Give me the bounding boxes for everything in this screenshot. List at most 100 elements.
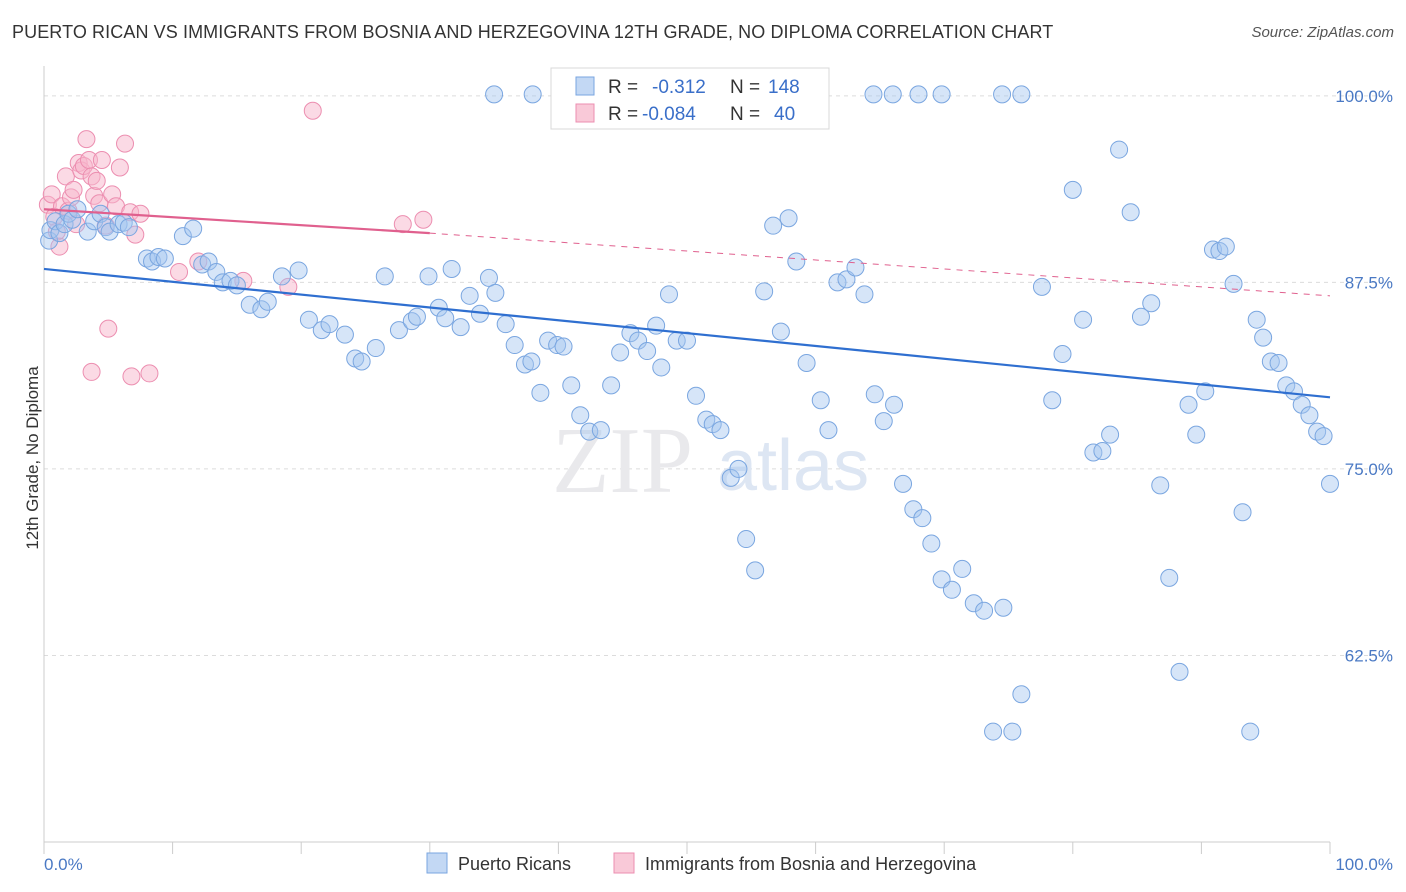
puerto-rican-point [78, 222, 97, 241]
puerto-rican-point [199, 252, 218, 271]
watermark-zip: ZIP [552, 409, 693, 513]
puerto-rican-point [227, 276, 246, 295]
bosnia-point [393, 215, 412, 234]
puerto-rican-point [548, 336, 567, 355]
puerto-rican-point [366, 339, 385, 358]
puerto-rican-point [580, 422, 599, 441]
trend-line-puerto-rican [43, 267, 1331, 399]
puerto-rican-point [1241, 722, 1260, 741]
puerto-rican-point [173, 227, 192, 246]
puerto-rican-point [764, 216, 783, 235]
puerto-rican-point [975, 601, 994, 620]
y-tick-label-3: 100.0% [1335, 87, 1393, 106]
puerto-rican-point [591, 421, 610, 440]
puerto-rican-point [846, 258, 865, 277]
puerto-rican-point [964, 594, 983, 613]
bosnia-point [140, 364, 159, 383]
puerto-rican-point [1084, 443, 1103, 462]
puerto-rican-point [407, 307, 426, 326]
bottom-legend: Puerto Ricans Immigrants from Bosnia and… [426, 852, 977, 874]
puerto-rican-point [638, 342, 657, 361]
puerto-rican-point [486, 283, 505, 302]
puerto-rican-point [1063, 180, 1082, 199]
puerto-rican-point [1284, 382, 1303, 401]
puerto-rican-point [922, 534, 941, 553]
puerto-rican-point [240, 295, 259, 314]
puerto-rican-point [687, 386, 706, 405]
puerto-rican-point [68, 200, 87, 219]
puerto-rican-point [1216, 237, 1235, 256]
bosnia-point [122, 367, 141, 386]
puerto-rican-point [299, 310, 318, 329]
legend-n-a: 148 [768, 77, 800, 98]
puerto-rican-point [1300, 406, 1319, 425]
bosnia-point [126, 225, 145, 244]
puerto-rican-point [629, 331, 648, 350]
bosnia-point [82, 362, 101, 381]
puerto-rican-point [352, 352, 371, 371]
puerto-rican-point [659, 285, 678, 304]
puerto-rican-point [602, 376, 621, 395]
puerto-rican-point [932, 85, 951, 104]
bottom-legend-label-a: Puerto Ricans [458, 854, 571, 874]
puerto-rican-point [252, 300, 271, 319]
trend-line-bosnia-extension [429, 232, 1331, 297]
x-tick-min: 0.0% [44, 855, 83, 874]
puerto-rican-point [531, 383, 550, 402]
puerto-rican-point [479, 268, 498, 287]
puerto-rican-point [913, 509, 932, 528]
legend-r-a: -0.312 [652, 77, 706, 98]
puerto-rican-point [1032, 277, 1051, 296]
puerto-rican-point [562, 376, 581, 395]
svg-text:N =: N = [730, 77, 760, 98]
puerto-rican-point [737, 530, 756, 549]
bottom-legend-swatch-a [426, 852, 448, 874]
puerto-rican-point [207, 262, 226, 281]
puerto-rican-point [419, 267, 438, 286]
bosnia-point [99, 319, 118, 338]
puerto-rican-point [496, 315, 515, 334]
puerto-rican-point [1187, 425, 1206, 444]
series-puerto-rican-points [40, 85, 1339, 741]
puerto-rican-point [953, 559, 972, 578]
puerto-rican-point [389, 321, 408, 340]
legend-n-b: 40 [774, 104, 795, 125]
bosnia-point [50, 237, 69, 256]
puerto-rican-point [522, 352, 541, 371]
puerto-rican-point [1292, 395, 1311, 414]
bosnia-point [170, 262, 189, 281]
y-tick-label-1: 75.0% [1345, 460, 1393, 479]
puerto-rican-point [1101, 425, 1120, 444]
puerto-rican-point [855, 285, 874, 304]
chart-title: PUERTO RICAN VS IMMIGRANTS FROM BOSNIA A… [12, 22, 1054, 42]
puerto-rican-point [652, 358, 671, 377]
bosnia-point [87, 171, 106, 190]
y-tick-label-0: 62.5% [1345, 646, 1393, 665]
puerto-rican-point [1131, 307, 1150, 326]
puerto-rican-point [711, 421, 730, 440]
trend-lines [43, 208, 1331, 399]
puerto-rican-point [460, 286, 479, 305]
grid-lines [44, 95, 1395, 656]
puerto-rican-point [865, 385, 884, 404]
puerto-rican-point [149, 248, 168, 267]
puerto-rican-point [523, 85, 542, 104]
puerto-rican-point [571, 406, 590, 425]
source-credit: Source: ZipAtlas.com [1251, 24, 1394, 41]
watermark-atlas: atlas [717, 426, 869, 506]
trend-line-bosnia [43, 208, 430, 235]
y-tick-labels: 62.5% 75.0% 87.5% 100.0% [1335, 87, 1393, 666]
series-bosnia-points [38, 101, 433, 386]
puerto-rican-point [746, 561, 765, 580]
bottom-legend-label-b: Immigrants from Bosnia and Herzegovina [645, 854, 977, 874]
bosnia-point [414, 210, 433, 229]
puerto-rican-point [289, 261, 308, 280]
puerto-rican-point [335, 325, 354, 344]
puerto-rican-point [451, 318, 470, 337]
svg-text:R =: R = [608, 104, 638, 125]
legend-swatch-a [575, 76, 595, 96]
puerto-rican-point [787, 252, 806, 271]
bosnia-point [64, 180, 83, 199]
puerto-rican-point [883, 85, 902, 104]
